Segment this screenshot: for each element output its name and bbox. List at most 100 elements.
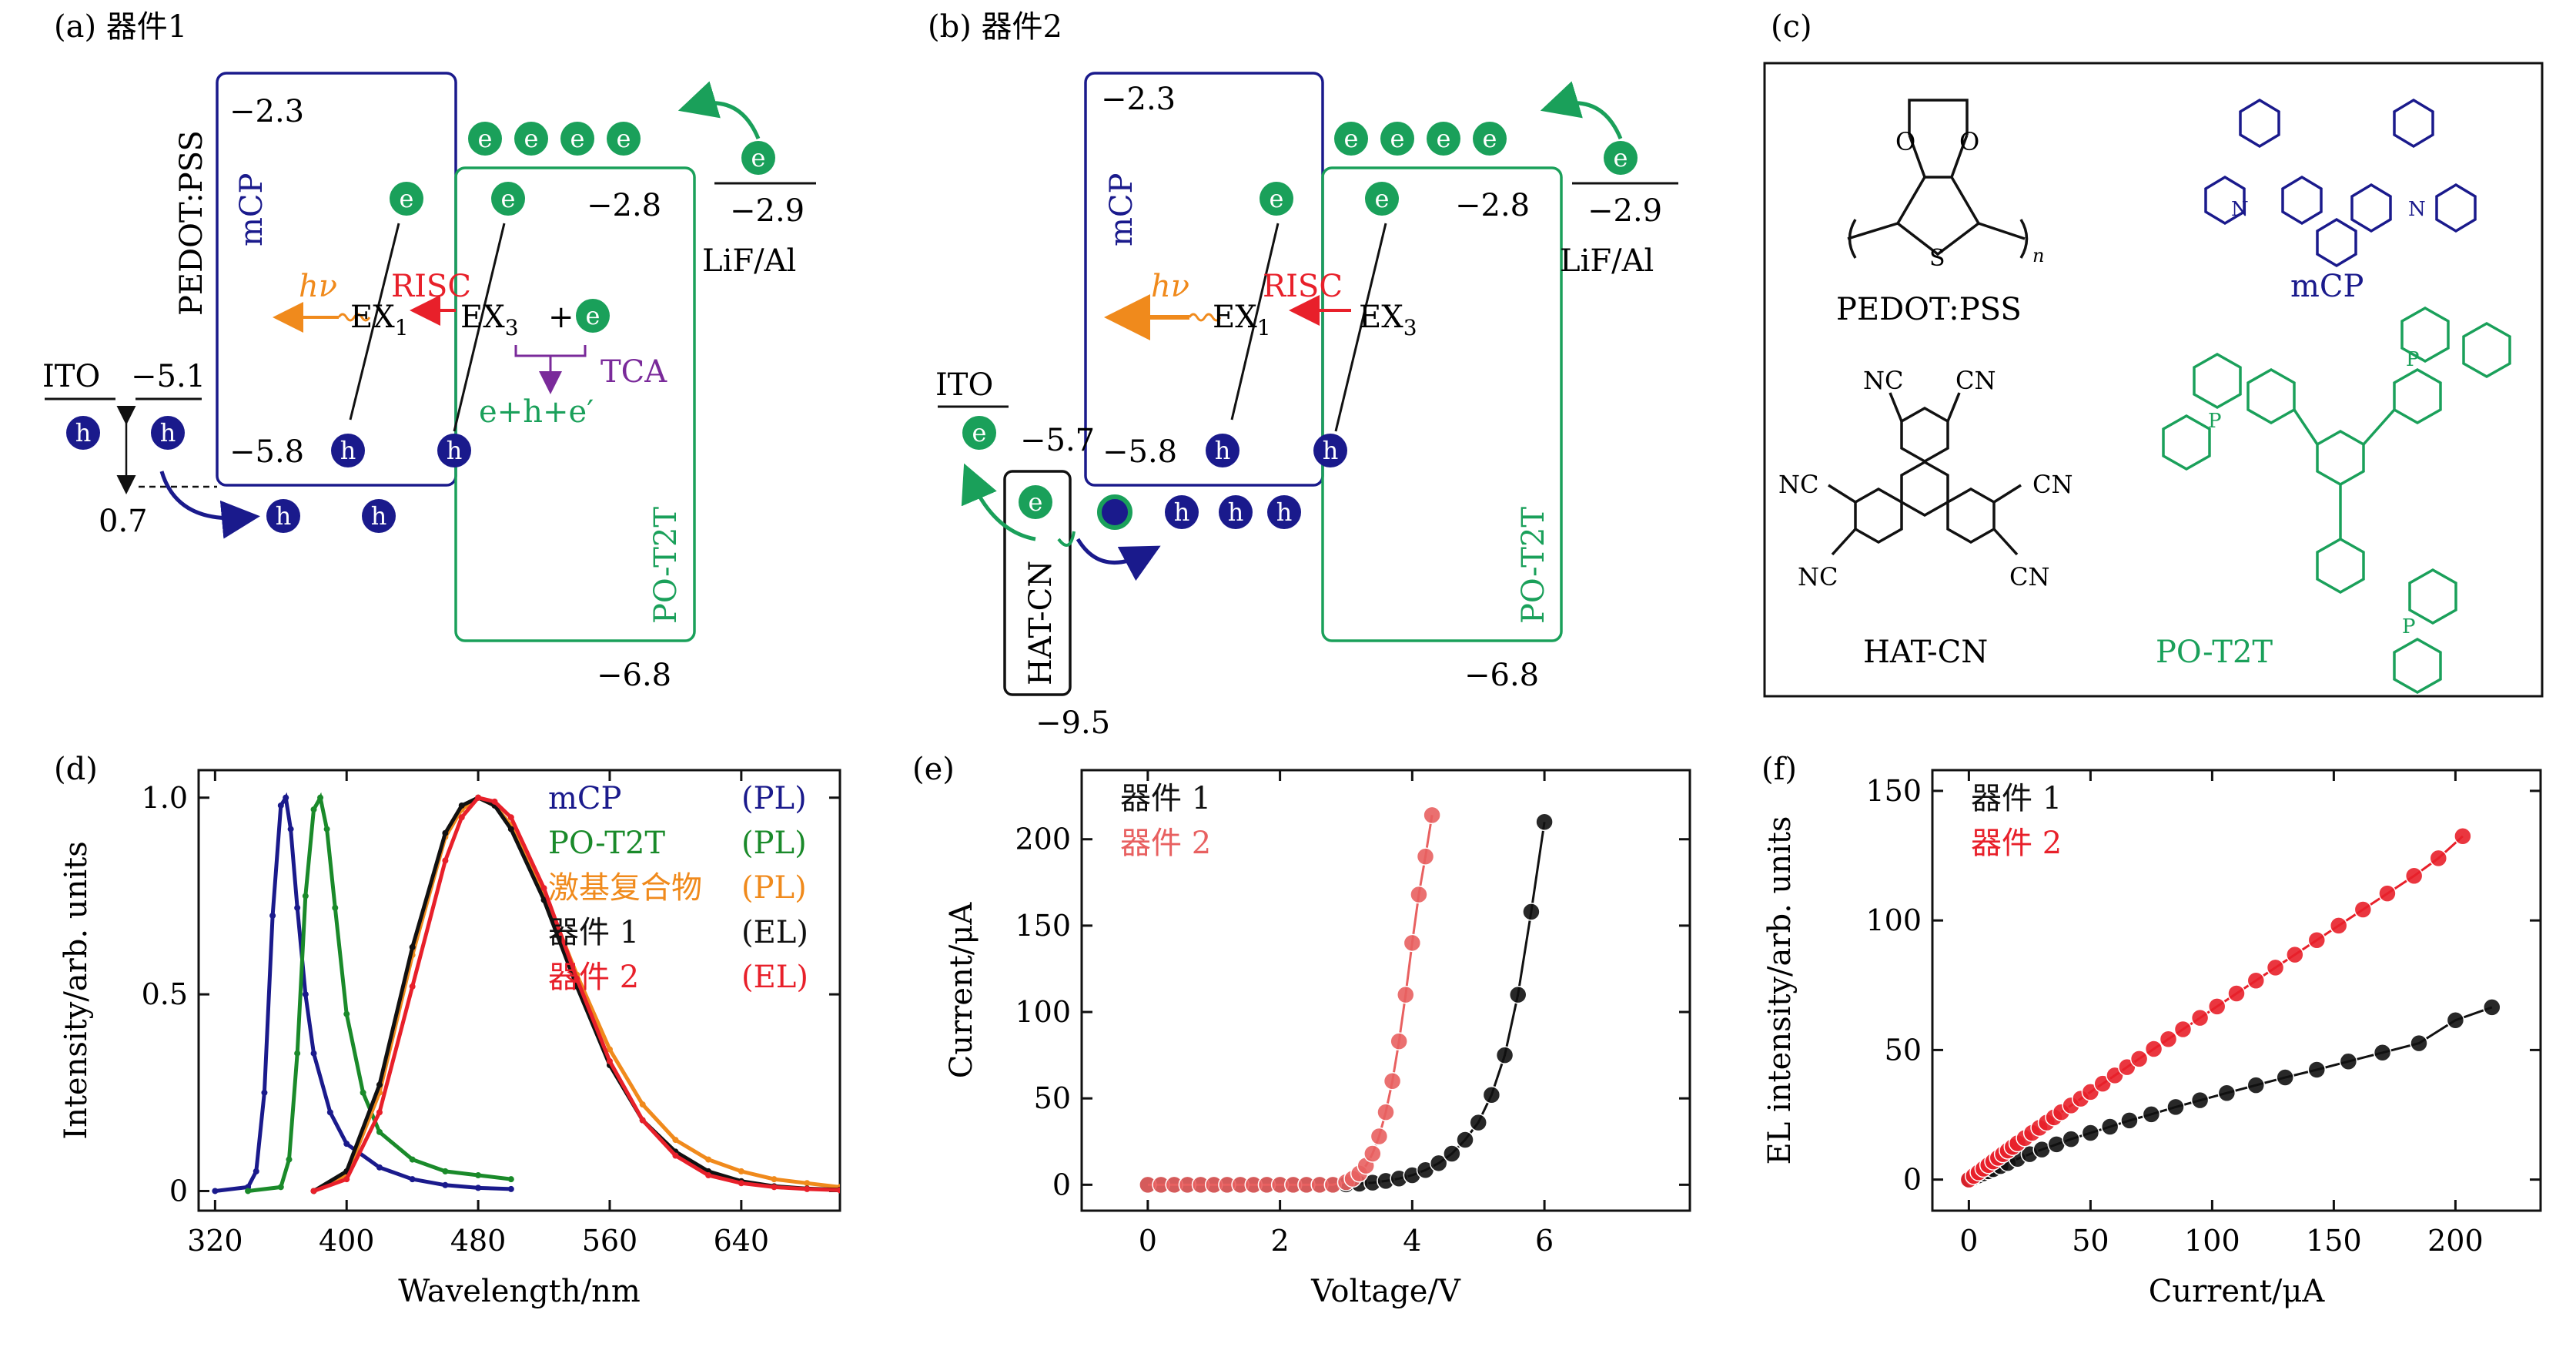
data-point (2429, 849, 2448, 868)
data-point (442, 1181, 449, 1188)
data-point (1397, 985, 1415, 1004)
pot2t-structure (2162, 306, 2511, 695)
data-point (1535, 813, 1554, 832)
data-point (409, 943, 416, 950)
series-line (247, 792, 512, 1193)
y-tick-label: 1.0 (142, 781, 188, 815)
chart-d: (d) 320 400 480 560 640 0 0.5 1.0 Wavelength/nm In… (54, 752, 841, 1309)
series-line (1147, 815, 1434, 1186)
electron-group-b: e e e e e e e e e (962, 122, 1638, 519)
data-point (2276, 1068, 2294, 1087)
data-point (2483, 998, 2501, 1017)
hatcn-nc-1: NC (1863, 366, 1903, 395)
data-point (2246, 1076, 2266, 1094)
hatcn-nc-3: NC (1798, 562, 1838, 591)
data-point (2446, 1010, 2465, 1030)
ito-label: ITO (42, 359, 100, 394)
lif-level: −2.9 (730, 193, 805, 229)
electron-b-8: e (962, 416, 996, 450)
svg-text:h: h (160, 418, 176, 447)
data-point (294, 1050, 301, 1057)
svg-text:e: e (1437, 124, 1451, 153)
y-tick-label: 150 (1015, 909, 1071, 943)
data-point (343, 1141, 350, 1148)
data-point (277, 1184, 284, 1191)
hatcn-box (1003, 470, 1072, 696)
data-point (310, 1050, 317, 1057)
data-point (738, 1180, 744, 1187)
mcp-structure (2204, 98, 2477, 268)
svg-text:h: h (1323, 436, 1339, 465)
legend-label: 器件 1 (1971, 781, 2062, 816)
hole-b-1: h (1206, 434, 1239, 467)
mcp-n-right: N (2408, 198, 2426, 221)
pot2t-p-1: P (2406, 348, 2420, 371)
hatcn-structure (1828, 392, 2022, 556)
y-tick-label: 100 (1015, 995, 1071, 1029)
mcp-n-left: N (2231, 198, 2249, 221)
legend-tag: (PL) (741, 870, 807, 906)
x-tick-label: 200 (2427, 1224, 2484, 1258)
data-point (837, 1187, 840, 1194)
data-point (277, 802, 284, 809)
data-point (2410, 1034, 2428, 1053)
plot-frame-e (1080, 769, 1691, 1212)
hole-1: h (66, 416, 100, 450)
electron-hole-pair (1097, 494, 1132, 530)
data-point (1363, 1144, 1382, 1163)
y-tick-label: 50 (1885, 1033, 1922, 1067)
x-tick-label: 0 (1959, 1224, 1978, 1258)
data-point (326, 1109, 333, 1116)
panel-b: (b) 器件2 mCP −2.3 −5.8 PO-T2T −2.8 −6.8 −… (928, 9, 1678, 741)
data-point (317, 794, 324, 801)
mcp-lumo-level-b: −2.3 (1101, 82, 1176, 117)
data-point (2286, 945, 2304, 964)
hatcn-cn-2: CN (2032, 470, 2073, 499)
electron-group-a: e e e e e e e e (390, 122, 775, 333)
data-point (2100, 1117, 2119, 1136)
series-2 (245, 792, 514, 1194)
data-point (2354, 900, 2373, 919)
series-2 (1139, 806, 1441, 1194)
data-point (2307, 930, 2327, 950)
data-point (2454, 827, 2472, 846)
x-tick-label: 320 (187, 1224, 243, 1258)
data-point (253, 1168, 259, 1174)
gap-value: 0.7 (99, 504, 148, 539)
x-tick-label: 4 (1403, 1224, 1421, 1258)
data-point (360, 1089, 366, 1096)
hole-b-2: h (1313, 434, 1347, 467)
data-point (2190, 1091, 2210, 1110)
pot-homo-level: −6.8 (597, 658, 671, 693)
data-point (1456, 1131, 1474, 1149)
hole-6: h (362, 499, 396, 533)
data-point (1482, 1085, 1501, 1104)
hole-group-a: h h h h h h (66, 416, 471, 533)
data-point (1390, 1032, 1408, 1050)
pot-homo-level-b: −6.8 (1464, 658, 1539, 693)
data-point (310, 1188, 317, 1194)
data-point (1429, 1154, 1448, 1173)
pedot-o-left: O (1895, 127, 1915, 156)
x-tick-label: 6 (1535, 1224, 1554, 1258)
data-point (491, 798, 498, 805)
legend-label: mCP (548, 781, 621, 816)
svg-text:h: h (276, 501, 292, 531)
legend-label: PO-T2T (548, 826, 665, 861)
svg-text:e: e (1483, 124, 1497, 153)
lif-level-b: −2.9 (1587, 193, 1662, 229)
data-point (2190, 1008, 2210, 1027)
data-point (2120, 1111, 2139, 1130)
hole-b-4: h (1219, 495, 1253, 529)
data-point (409, 983, 416, 990)
y-tick-label: 200 (1015, 823, 1071, 856)
panel-c: (c) O O S n PEDOT:PSS N N mCP (1763, 9, 2544, 698)
data-point (2329, 916, 2348, 935)
electron-6: e (390, 182, 423, 216)
data-point (442, 857, 449, 864)
data-point (376, 1128, 383, 1135)
mcp-lumo-level: −2.3 (229, 94, 304, 129)
legend-tag: (EL) (741, 915, 808, 950)
data-point (261, 1089, 268, 1096)
electron-b-9: e (1019, 485, 1052, 519)
